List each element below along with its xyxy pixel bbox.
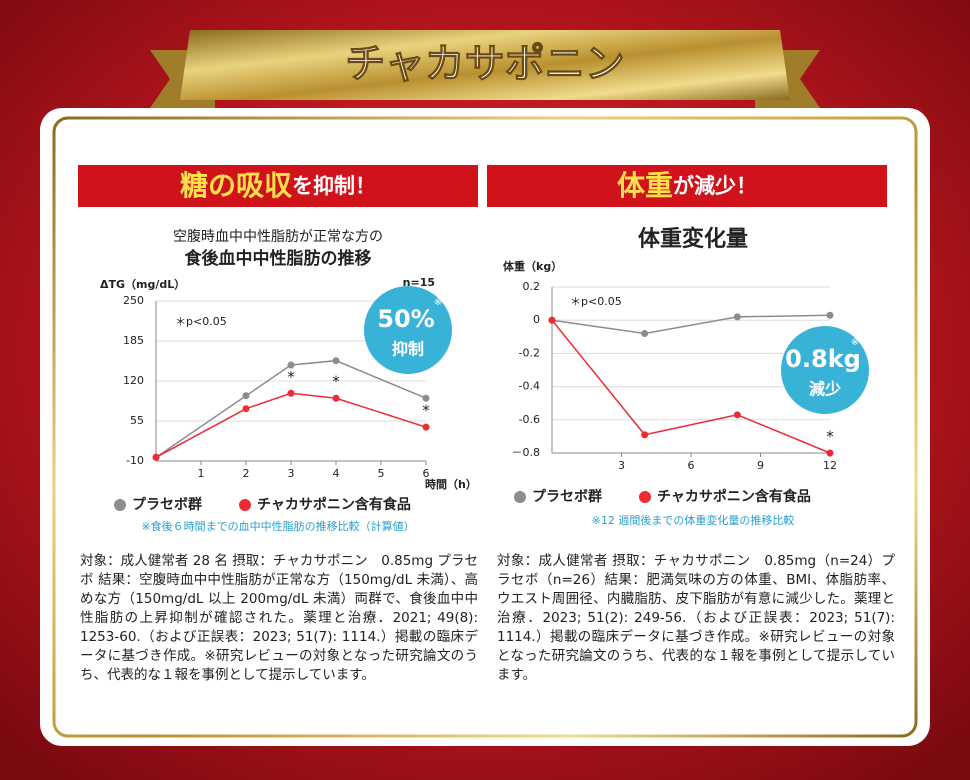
data-point [826, 311, 834, 319]
y-tick-label: 120 [123, 374, 144, 387]
data-point [641, 431, 649, 439]
data-point [287, 389, 295, 397]
x-tick-label: 1 [198, 467, 205, 480]
card-border [52, 116, 918, 738]
badge-mark: ※ [434, 297, 442, 308]
badge-text: 減少 [809, 380, 841, 399]
annotation: * [826, 428, 834, 446]
badge [364, 286, 452, 374]
data-point [242, 392, 250, 400]
data-point [641, 329, 649, 337]
x-tick-label: 4 [333, 467, 340, 480]
data-point [332, 357, 340, 365]
legend-swatch [239, 499, 251, 511]
data-point [242, 405, 250, 413]
data-point [733, 313, 741, 321]
y-tick-label: -0.2 [519, 346, 540, 359]
badge-mark: ※ [851, 337, 859, 348]
x-tick-label: 6 [423, 467, 430, 480]
annotation: * [332, 373, 340, 391]
heading-bar [487, 165, 887, 207]
data-point [422, 394, 430, 402]
x-axis-label: 時間（h） [425, 477, 477, 491]
x-tick-label: 12 [823, 459, 837, 472]
y-tick-label: -0.4 [519, 380, 540, 393]
heading-bar [78, 165, 478, 207]
y-tick-label: 185 [123, 334, 144, 347]
x-tick-label: 5 [378, 467, 385, 480]
annotation: * [287, 368, 295, 386]
banner [180, 30, 790, 100]
chart-note: ※12 週間後までの体重変化量の推移比較 [592, 513, 795, 527]
heading-em: 体重 [617, 169, 673, 202]
y-tick-label: -0.6 [519, 413, 540, 426]
y-tick-label: 55 [130, 414, 144, 427]
chart-title: 体重変化量 [638, 226, 748, 252]
badge-value: 50% [377, 305, 434, 333]
body-text: 対象：成人健常者 28 名 摂取：チャカサポニン 0.85mg プラセボ 結果：… [80, 553, 478, 683]
chart-subtitle: 空腹時血中中性脂肪が正常な方の [173, 228, 383, 245]
y-tick-label: -10 [126, 454, 144, 467]
series-line [551, 314, 831, 335]
data-point [733, 411, 741, 419]
x-tick-label: 3 [288, 467, 295, 480]
data-point [548, 316, 556, 324]
banner-title: チャカサポニン [345, 41, 625, 87]
x-tick-label: 9 [757, 459, 764, 472]
significance: ＊p<0.05 [570, 295, 622, 308]
data-point [826, 449, 834, 457]
significance: ＊p<0.05 [175, 315, 227, 328]
legend-label: プラセボ群 [532, 488, 602, 505]
chart-note: ※食後６時間までの血中中性脂肪の推移比較（計算値） [141, 519, 414, 533]
legend-label: チャカサポニン含有食品 [657, 488, 811, 505]
y-axis-label: ΔTG（mg/dL） [100, 278, 185, 291]
legend-swatch [114, 499, 126, 511]
chart-title: 食後血中中性脂肪の推移 [185, 248, 372, 269]
legend-label: プラセボ群 [132, 496, 202, 513]
card [40, 108, 930, 746]
legend-label: チャカサポニン含有食品 [257, 496, 411, 513]
data-point [152, 453, 160, 461]
annotation: * [422, 402, 430, 420]
badge [781, 326, 869, 414]
y-tick-label: 0 [533, 313, 540, 326]
x-tick-label: 6 [688, 459, 695, 472]
heading: 体重が減少！ [617, 169, 757, 202]
badge-value: 0.8kg [785, 345, 861, 373]
heading-em: 糖の吸収 [180, 169, 293, 202]
legend-swatch [514, 491, 526, 503]
series-line [551, 319, 831, 454]
data-point [422, 423, 430, 431]
y-axis-label: 体重（kg） [503, 259, 562, 273]
y-tick-label: 0.2 [523, 280, 541, 293]
y-tick-label: －0.8 [512, 446, 541, 459]
x-tick-label: 3 [618, 459, 625, 472]
heading-rest: を抑制！ [292, 174, 376, 198]
data-point [332, 394, 340, 402]
legend-swatch [639, 491, 651, 503]
n-label: n=15 [403, 276, 435, 289]
data-point [287, 361, 295, 369]
body-text: 対象：成人健常者 摂取：チャカサポニン 0.85mg（n=24）プラセボ（n=2… [497, 553, 895, 683]
y-tick-label: 250 [123, 294, 144, 307]
badge-text: 抑制 [392, 340, 424, 359]
heading-rest: が減少！ [673, 174, 757, 198]
x-tick-label: 2 [243, 467, 250, 480]
heading: 糖の吸収を抑制！ [180, 169, 376, 202]
